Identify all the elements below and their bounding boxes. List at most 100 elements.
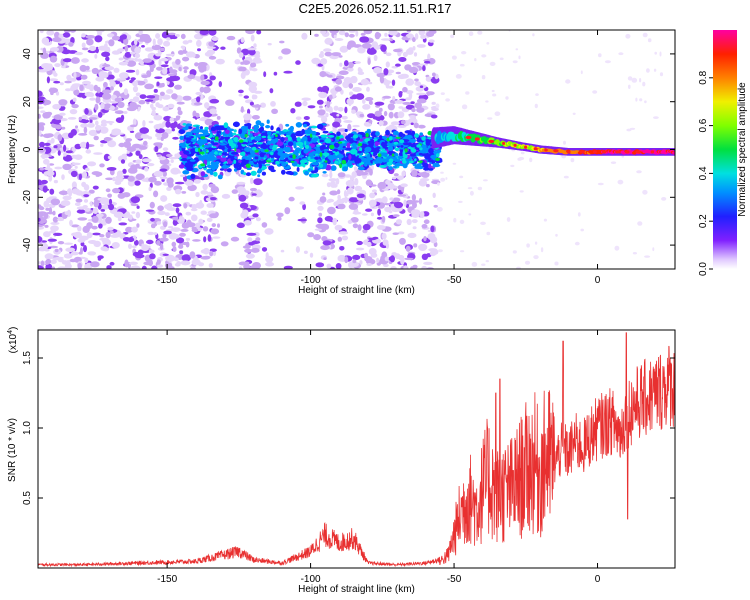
noise-blob <box>209 108 217 115</box>
band-blob <box>245 172 252 177</box>
noise-blob <box>44 224 49 228</box>
noise-blob <box>320 58 328 65</box>
noise-blob <box>251 68 258 72</box>
band-fleck <box>274 134 278 138</box>
trail-hotspot <box>465 135 472 140</box>
noise-blob <box>402 101 412 105</box>
noise-blob <box>130 196 140 204</box>
band-blob <box>210 161 216 165</box>
noise-blob <box>278 55 283 60</box>
band-blob <box>256 142 263 145</box>
noise-blob <box>44 253 54 260</box>
noise-blob <box>434 74 439 78</box>
noise-blob <box>137 166 143 169</box>
noise-blob <box>92 232 101 236</box>
colorbar-tick-label: 0.0 <box>698 262 709 276</box>
noise-blob <box>241 187 245 193</box>
noise-blob <box>242 60 251 65</box>
x-tick-label-heatmap: -150 <box>157 275 177 286</box>
band-blob <box>284 146 291 153</box>
chart-title: C2E5.2026.052.11.51.R17 <box>298 1 452 16</box>
noise-blob <box>90 261 100 268</box>
noise-blob <box>348 83 354 89</box>
noise-blob <box>81 33 86 38</box>
noise-blob <box>125 69 136 73</box>
noise-blob <box>143 140 148 146</box>
band-blob <box>381 141 386 147</box>
noise-blob <box>132 96 140 103</box>
noise-blob <box>540 247 544 253</box>
noise-blob <box>365 208 373 212</box>
band-fleck <box>300 159 305 164</box>
band-fleck <box>199 151 205 155</box>
colorbar-tick-label: 0.8 <box>698 70 709 84</box>
noise-blob <box>203 255 211 259</box>
noise-blob <box>307 105 316 109</box>
band-blob <box>366 153 371 160</box>
noise-blob <box>119 208 127 214</box>
noise-blob <box>190 208 198 212</box>
band-blob <box>227 138 233 145</box>
noise-blob <box>263 71 267 78</box>
band-fleck <box>324 160 328 163</box>
trail-hotspot <box>650 150 655 154</box>
noise-blob <box>96 30 105 33</box>
band-fleck <box>359 162 362 167</box>
noise-blob <box>642 32 648 38</box>
noise-blob <box>245 56 252 61</box>
noise-blob <box>355 30 359 37</box>
noise-blob <box>60 38 71 42</box>
band-blob <box>342 145 346 149</box>
band-fleck <box>329 144 335 150</box>
noise-blob <box>356 193 365 199</box>
noise-blob <box>182 241 188 246</box>
noise-blob <box>321 173 329 178</box>
noise-blob <box>396 175 404 181</box>
noise-blob <box>43 212 49 220</box>
noise-blob <box>405 90 414 95</box>
noise-blob <box>50 198 61 206</box>
noise-blob <box>329 171 333 179</box>
noise-blob <box>248 81 258 88</box>
band-blob <box>398 131 404 138</box>
noise-blob <box>67 188 72 196</box>
noise-blob <box>144 34 148 37</box>
noise-blob <box>512 250 517 254</box>
noise-blob <box>166 77 177 82</box>
noise-blob <box>131 211 136 214</box>
noise-blob <box>103 81 108 88</box>
noise-blob <box>414 81 422 87</box>
noise-blob <box>336 113 340 117</box>
noise-blob <box>320 30 327 35</box>
noise-blob <box>128 243 132 249</box>
band-blob <box>207 139 211 143</box>
noise-blob <box>465 91 470 95</box>
noise-blob <box>126 106 137 112</box>
noise-blob <box>144 83 155 90</box>
noise-blob <box>156 124 161 130</box>
band-fleck <box>292 154 296 160</box>
noise-blob <box>414 78 419 82</box>
band-blob <box>304 170 309 176</box>
noise-blob <box>428 39 435 43</box>
noise-blob <box>55 124 62 130</box>
noise-blob <box>68 42 74 47</box>
band-blob <box>301 128 305 135</box>
noise-blob <box>477 30 483 35</box>
noise-blob <box>394 99 404 104</box>
noise-blob <box>311 57 321 65</box>
noise-blob <box>159 168 168 172</box>
noise-blob <box>141 244 149 252</box>
band-blob <box>308 126 312 129</box>
noise-blob <box>387 85 394 89</box>
noise-blob <box>48 207 53 214</box>
noise-blob <box>202 183 208 191</box>
band-blob <box>223 122 229 129</box>
noise-blob <box>347 61 354 69</box>
band-fleck <box>304 140 307 146</box>
heatmap-blobs <box>38 30 675 269</box>
noise-blob <box>109 230 114 234</box>
noise-blob <box>148 176 157 183</box>
noise-blob <box>280 249 285 253</box>
noise-blob <box>302 203 306 211</box>
